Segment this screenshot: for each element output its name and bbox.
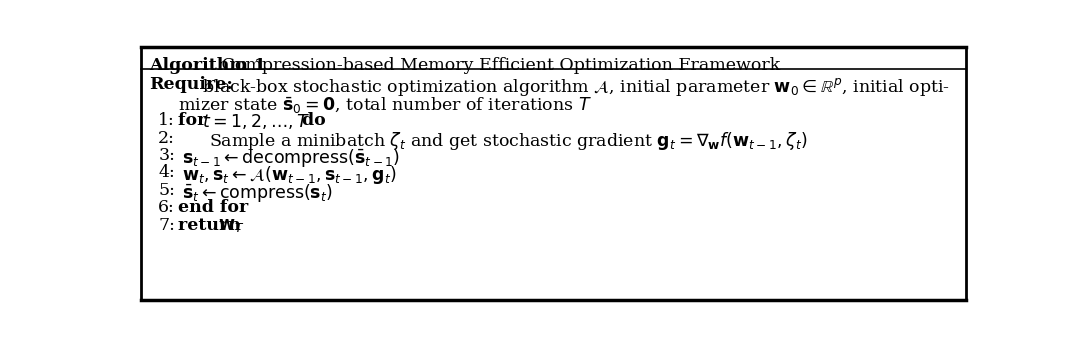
Text: $\bar{\mathbf{s}}_t \leftarrow \mathrm{compress}(\mathbf{s}_t)$: $\bar{\mathbf{s}}_t \leftarrow \mathrm{c… (181, 182, 333, 204)
Text: do: do (296, 112, 326, 129)
Text: 2:: 2: (159, 130, 175, 147)
Text: Require:: Require: (149, 76, 233, 93)
Text: mizer state $\bar{\mathbf{s}}_0 = \mathbf{0}$, total number of iterations $T$: mizer state $\bar{\mathbf{s}}_0 = \mathb… (177, 95, 592, 116)
Text: return: return (177, 217, 246, 234)
Text: $\mathbf{w}_T$: $\mathbf{w}_T$ (218, 217, 244, 234)
FancyBboxPatch shape (141, 47, 966, 300)
Text: $\mathbf{w}_t, \mathbf{s}_t \leftarrow \mathcal{A}(\mathbf{w}_{t-1}, \mathbf{s}_: $\mathbf{w}_t, \mathbf{s}_t \leftarrow \… (181, 164, 396, 186)
Text: 7:: 7: (159, 217, 175, 234)
Text: for: for (177, 112, 212, 129)
Text: 1:: 1: (159, 112, 175, 129)
Text: $t = 1, 2, \ldots, T$: $t = 1, 2, \ldots, T$ (202, 112, 310, 131)
Text: Algorithm 1: Algorithm 1 (149, 57, 266, 74)
Text: 4:: 4: (159, 164, 175, 182)
Text: black-box stochastic optimization algorithm $\mathcal{A}$, initial parameter $\m: black-box stochastic optimization algori… (197, 76, 950, 98)
Text: 3:: 3: (159, 147, 175, 164)
Text: $\mathbf{s}_{t-1} \leftarrow \mathrm{decompress}(\bar{\mathbf{s}}_{t-1})$: $\mathbf{s}_{t-1} \leftarrow \mathrm{dec… (181, 147, 400, 169)
Text: end for: end for (177, 199, 248, 216)
Text: Sample a minibatch $\zeta_t$ and get stochastic gradient $\mathbf{g}_t = \nabla_: Sample a minibatch $\zeta_t$ and get sto… (208, 130, 807, 152)
Text: 5:: 5: (159, 182, 175, 199)
Text: Compression-based Memory Efficient Optimization Framework: Compression-based Memory Efficient Optim… (216, 57, 781, 74)
Text: 6:: 6: (159, 199, 175, 216)
